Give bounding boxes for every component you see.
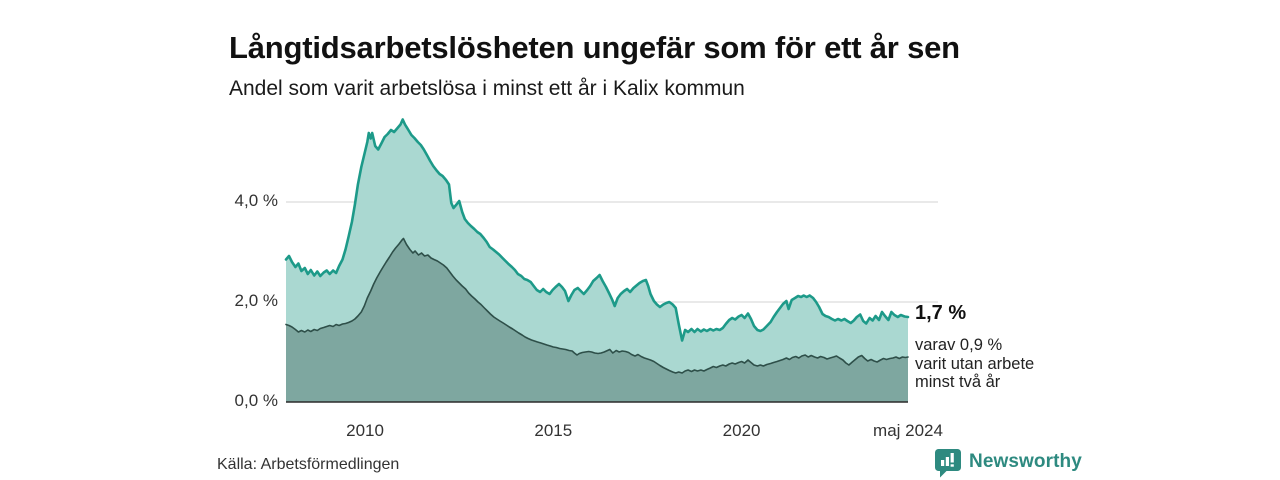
x-axis-tick-label-2020: 2020 bbox=[722, 421, 761, 440]
bar-chart-speech-bubble-icon bbox=[935, 449, 961, 478]
brand-name: Newsworthy bbox=[969, 451, 1082, 472]
chart-subtitle: Andel som varit arbetslösa i minst ett å… bbox=[229, 77, 745, 101]
annotation-detail-line: varav 0,9 % bbox=[915, 336, 1003, 354]
annotation-detail-line: varit utan arbete bbox=[915, 354, 1035, 373]
source-note: Källa: Arbetsförmedlingen bbox=[217, 456, 400, 473]
y-axis-tick-label-4: 4,0 % bbox=[234, 191, 278, 210]
newsworthy-branding: Newsworthy bbox=[934, 448, 1082, 478]
x-axis-tick-label-2015: 2015 bbox=[534, 421, 573, 440]
y-axis-tick-label-0: 0,0 % bbox=[234, 391, 278, 410]
annotation-detail-line: minst två år bbox=[915, 373, 1001, 391]
x-axis-tick-label-2010: 2010 bbox=[346, 421, 384, 440]
y-axis-tick-label-2: 2,0 % bbox=[234, 291, 278, 310]
latest-value-label: 1,7 % bbox=[915, 302, 967, 324]
x-axis-tick-label-maj-2024: maj 2024 bbox=[873, 421, 943, 440]
chart-title: Långtidsarbetslösheten ungefär som för e… bbox=[229, 29, 960, 65]
end-of-line-annotation: 1,7 % varav 0,9 % varit utan arbete mins… bbox=[915, 302, 1075, 392]
